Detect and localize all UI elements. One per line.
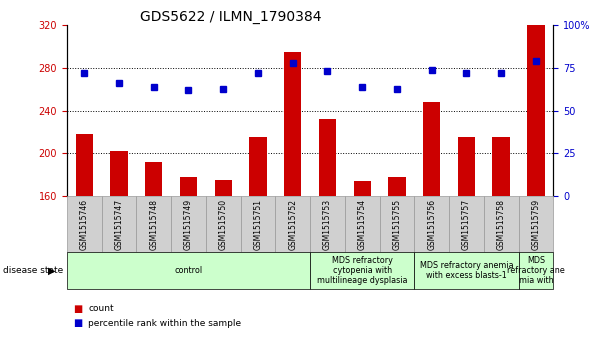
Bar bbox=[75, 134, 93, 196]
Bar bbox=[110, 151, 128, 196]
Text: GSM1515751: GSM1515751 bbox=[254, 199, 263, 250]
Text: count: count bbox=[88, 304, 114, 313]
Text: GSM1515758: GSM1515758 bbox=[497, 199, 506, 250]
Text: control: control bbox=[174, 266, 202, 275]
Text: MDS refractory anemia
with excess blasts-1: MDS refractory anemia with excess blasts… bbox=[420, 261, 513, 280]
Bar bbox=[492, 137, 510, 196]
Bar bbox=[353, 181, 371, 196]
Bar bbox=[180, 177, 197, 196]
Bar bbox=[527, 25, 545, 196]
Text: GSM1515746: GSM1515746 bbox=[80, 199, 89, 250]
Text: disease state: disease state bbox=[3, 266, 63, 275]
Bar bbox=[145, 162, 162, 196]
Text: GSM1515750: GSM1515750 bbox=[219, 199, 228, 250]
Text: GSM1515756: GSM1515756 bbox=[427, 199, 436, 250]
Text: GSM1515749: GSM1515749 bbox=[184, 199, 193, 250]
Bar bbox=[249, 137, 267, 196]
Text: GSM1515752: GSM1515752 bbox=[288, 199, 297, 250]
Bar bbox=[423, 102, 440, 196]
Text: GSM1515753: GSM1515753 bbox=[323, 199, 332, 250]
Bar bbox=[284, 52, 302, 196]
Text: percentile rank within the sample: percentile rank within the sample bbox=[88, 319, 241, 327]
Text: GSM1515754: GSM1515754 bbox=[358, 199, 367, 250]
Text: GSM1515747: GSM1515747 bbox=[114, 199, 123, 250]
Text: GSM1515757: GSM1515757 bbox=[462, 199, 471, 250]
Text: MDS
refractory ane
mia with: MDS refractory ane mia with bbox=[507, 256, 565, 285]
Text: GSM1515748: GSM1515748 bbox=[149, 199, 158, 250]
Bar bbox=[389, 177, 406, 196]
Text: GSM1515759: GSM1515759 bbox=[531, 199, 541, 250]
Text: MDS refractory
cytopenia with
multilineage dysplasia: MDS refractory cytopenia with multilinea… bbox=[317, 256, 407, 285]
Bar bbox=[319, 119, 336, 196]
Text: ▶: ▶ bbox=[48, 265, 55, 276]
Text: GDS5622 / ILMN_1790384: GDS5622 / ILMN_1790384 bbox=[140, 11, 322, 24]
Text: ■: ■ bbox=[73, 303, 82, 314]
Text: ■: ■ bbox=[73, 318, 82, 328]
Bar bbox=[458, 137, 475, 196]
Bar bbox=[215, 180, 232, 196]
Text: GSM1515755: GSM1515755 bbox=[392, 199, 401, 250]
